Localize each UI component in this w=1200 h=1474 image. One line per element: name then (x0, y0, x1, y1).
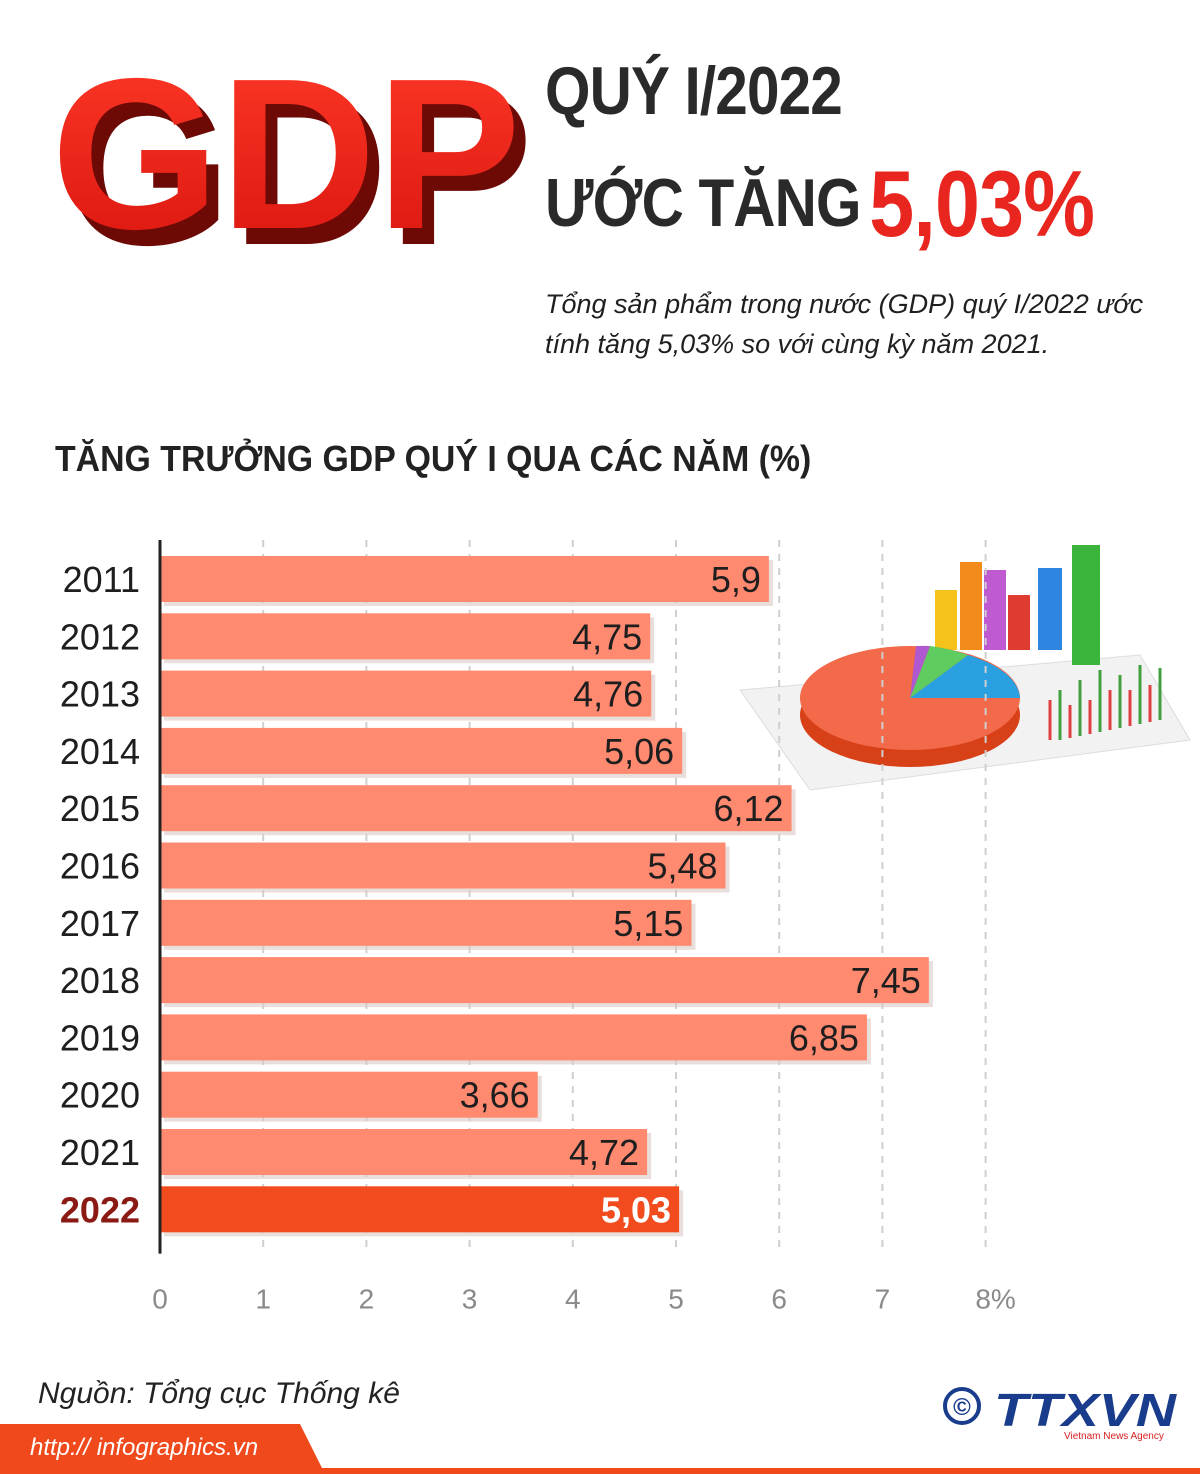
x-tick-label: 2 (359, 1284, 375, 1315)
x-tick-label: 3 (462, 1284, 478, 1315)
subtitle: Tổng sản phẩm trong nước (GDP) quý I/202… (545, 289, 1144, 359)
gdp-logo: GDP GDP (51, 40, 533, 260)
headline-growth-prefix: ƯỚC TĂNG (545, 165, 862, 241)
bar (160, 899, 692, 946)
footer-bar (0, 1424, 1200, 1474)
gdp-growth-bar-chart: 5,920114,7520124,7620135,0620146,1220155… (60, 540, 1016, 1315)
headline-period: QUÝ I/2022 (545, 53, 843, 129)
category-label: 2022 (60, 1189, 140, 1230)
bar-value-label: 5,03 (601, 1189, 671, 1230)
bar (160, 1186, 680, 1233)
x-tick-label: 0 (152, 1284, 168, 1315)
bar (160, 1071, 538, 1118)
svg-text:GDP: GDP (63, 46, 533, 260)
footer-url-link[interactable]: http:// infographics.vn (30, 1434, 259, 1461)
bar-value-label: 4,72 (569, 1132, 639, 1173)
bar-value-label: 7,45 (851, 960, 921, 1001)
x-tick-label: 1 (255, 1284, 271, 1315)
category-label: 2014 (60, 731, 140, 772)
bar-value-label: 5,48 (647, 846, 717, 887)
svg-text:GDP: GDP (51, 40, 521, 260)
bar (160, 670, 652, 717)
category-label: 2011 (63, 559, 140, 600)
chart-title: TĂNG TRƯỞNG GDP QUÝ I QUA CÁC NĂM (%) (55, 438, 812, 479)
bar-value-label: 4,75 (572, 616, 642, 657)
category-label: 2016 (60, 846, 140, 887)
bar-value-label: 6,12 (714, 788, 784, 829)
headline-growth: ƯỚC TĂNG5,03% (545, 150, 1095, 258)
bar (160, 727, 683, 774)
bar-value-label: 5,9 (711, 559, 761, 600)
x-tick-label: 8% (975, 1284, 1015, 1315)
svg-text:©: © (953, 1394, 971, 1421)
headline-growth-value: 5,03% (869, 151, 1095, 256)
category-label: 2018 (60, 960, 140, 1001)
bar (160, 785, 792, 832)
bar (160, 1014, 867, 1061)
category-label: 2019 (60, 1017, 140, 1058)
category-label: 2021 (60, 1132, 140, 1173)
svg-text:TTXVN: TTXVN (994, 1384, 1177, 1436)
bar-value-label: 5,06 (604, 731, 674, 772)
bar-value-label: 6,85 (789, 1017, 859, 1058)
x-tick-label: 6 (771, 1284, 787, 1315)
category-label: 2012 (60, 616, 140, 657)
category-label: 2013 (60, 674, 140, 715)
category-label: 2015 (60, 788, 140, 829)
bar (160, 1129, 648, 1175)
bar-value-label: 3,66 (460, 1075, 530, 1116)
bar (160, 842, 726, 889)
x-tick-label: 7 (875, 1284, 891, 1315)
source-note: Nguồn: Tổng cục Thống kê (38, 1377, 400, 1410)
x-tick-label: 4 (565, 1284, 581, 1315)
category-label: 2017 (60, 903, 140, 944)
svg-text:Vietnam News Agency: Vietnam News Agency (1064, 1431, 1164, 1442)
x-tick-label: 5 (668, 1284, 684, 1315)
bar (160, 957, 929, 1004)
bar-value-label: 4,76 (573, 674, 643, 715)
bar (160, 613, 651, 660)
category-label: 2020 (60, 1075, 140, 1116)
bar-value-label: 5,15 (613, 903, 683, 944)
chart-illustration-icon (739, 545, 1191, 791)
ttxvn-logo: © TTXVN Vietnam News Agency (943, 1384, 1177, 1442)
bar (160, 556, 769, 602)
